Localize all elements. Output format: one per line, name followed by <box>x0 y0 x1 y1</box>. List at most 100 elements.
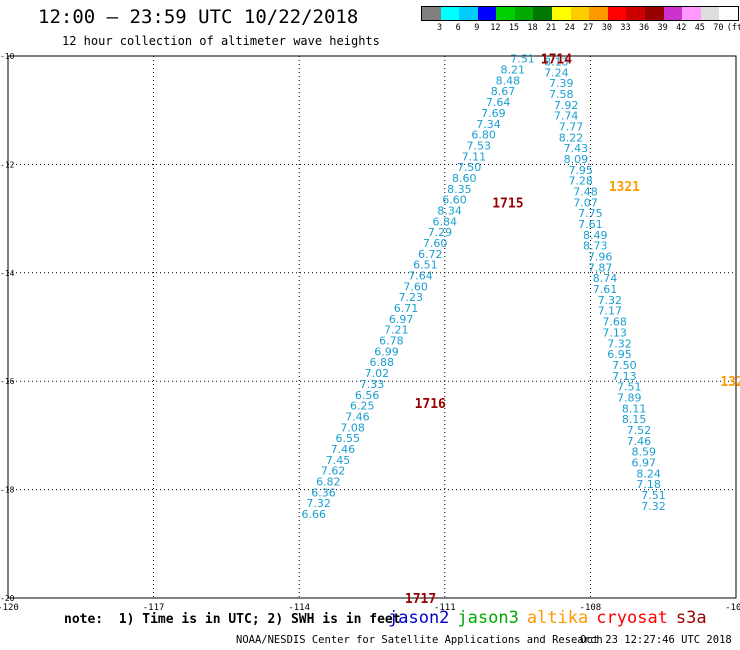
wave-height-value: 7.28 <box>568 175 593 188</box>
pass-number-label: 1714 <box>541 53 572 68</box>
wave-height-value: 7.58 <box>549 88 574 101</box>
wave-height-value: 8.21 <box>500 64 525 77</box>
wave-height-value: 7.64 <box>408 270 433 283</box>
wave-height-value: 6.80 <box>471 129 496 142</box>
wave-height-value: 7.32 <box>306 497 331 510</box>
wave-height-value: 6.60 <box>442 194 467 207</box>
wave-height-value: 7.75 <box>578 207 603 220</box>
wave-height-value: 7.51 <box>617 381 642 394</box>
wave-height-value: 7.62 <box>321 465 346 478</box>
wave-height-value: 7.18 <box>636 478 661 491</box>
legend-label: 39 <box>657 23 668 33</box>
wave-height-value: 8.24 <box>636 467 661 480</box>
x-tick-label: -120 <box>0 603 19 613</box>
legend-swatch <box>700 7 720 20</box>
wave-height-value: 7.11 <box>462 150 487 163</box>
wave-height-value: 7.89 <box>617 391 642 404</box>
wave-height-value: 7.39 <box>549 77 574 90</box>
legend-swatch <box>496 7 515 20</box>
wave-height-value: 6.82 <box>316 475 341 488</box>
wave-height-value: 7.24 <box>544 66 569 79</box>
wave-height-value: 7.95 <box>568 164 593 177</box>
wave-height-value: 6.36 <box>311 486 336 499</box>
wave-height-value: 7.53 <box>467 139 492 152</box>
wave-height-value: 7.96 <box>588 251 613 264</box>
legend-label: 3 <box>437 23 443 33</box>
wave-height-value: 6.55 <box>335 432 360 445</box>
wave-height-value: 7.13 <box>612 370 637 383</box>
x-tick-label: -105 <box>725 603 740 613</box>
satellite-label-jason2: jason2 <box>388 608 450 628</box>
wave-height-value: 6.99 <box>374 345 399 358</box>
legend-swatch <box>514 7 534 20</box>
wave-height-value: 7.17 <box>598 305 623 318</box>
wave-height-value: 7.32 <box>607 337 632 350</box>
wave-height-value: 8.09 <box>564 153 589 166</box>
wave-height-value: 8.13 <box>544 55 569 68</box>
wave-height-value: 7.33 <box>360 378 385 391</box>
legend-color-bar <box>421 6 739 21</box>
wave-height-value: 7.68 <box>602 316 627 329</box>
legend-swatch <box>626 7 645 20</box>
x-tick-label: -114 <box>288 603 310 613</box>
wave-height-value: 7.60 <box>403 280 428 293</box>
legend-label: (ft) <box>726 23 740 33</box>
wave-height-value: 8.34 <box>437 204 462 217</box>
y-tick-label: -18 <box>0 486 15 495</box>
wave-height-value: 7.46 <box>345 410 370 423</box>
satellite-label-altika: altika <box>526 608 589 628</box>
pass-number-label: 1320 <box>720 375 740 390</box>
wave-height-value: 7.46 <box>331 443 356 456</box>
wave-height-value: 7.60 <box>423 237 448 250</box>
y-tick-label: -14 <box>0 269 15 278</box>
legend-swatch <box>533 7 553 20</box>
legend-swatch <box>477 7 497 20</box>
wave-height-value: 7.07 <box>573 196 598 209</box>
wave-height-value: 7.32 <box>641 500 666 513</box>
wave-height-value: 8.59 <box>632 446 657 459</box>
wave-height-value: 7.61 <box>593 283 618 296</box>
x-tick-label: -117 <box>143 603 165 613</box>
wave-height-value: 7.21 <box>384 324 409 337</box>
wave-height-value: 7.29 <box>428 226 453 239</box>
wave-height-value: 7.87 <box>588 261 613 274</box>
satellite-label-cryosat: cryosat <box>596 608 668 628</box>
legend-swatch <box>552 7 571 20</box>
wave-height-value: 8.74 <box>593 272 618 285</box>
wave-height-value: 8.15 <box>622 413 647 426</box>
legend-swatch <box>607 7 627 20</box>
legend-label: 21 <box>545 23 557 33</box>
satellite-label-jason3: jason3 <box>457 608 519 628</box>
wave-height-value: 7.61 <box>578 218 603 231</box>
chart-title: 12:00 – 23:59 UTC 10/22/2018 <box>38 6 359 28</box>
x-tick-label: -108 <box>580 603 602 613</box>
pass-number-label: 1321 <box>609 180 640 195</box>
wave-height-value: 6.25 <box>350 400 375 413</box>
wave-height-value: 8.67 <box>491 85 516 98</box>
legend-label: 9 <box>474 23 480 33</box>
wave-height-value: 7.77 <box>559 120 584 133</box>
wave-height-value: 7.32 <box>598 294 623 307</box>
wave-height-value: 6.97 <box>389 313 414 326</box>
satellite-label-s3a: s3a <box>675 608 707 628</box>
legend-swatch <box>440 7 460 20</box>
y-tick-label: -16 <box>0 377 15 386</box>
wave-height-value: 8.73 <box>583 240 608 253</box>
wave-height-value: 7.34 <box>476 118 501 131</box>
wave-height-value: 8.35 <box>447 183 472 196</box>
y-tick-label: -20 <box>0 594 15 603</box>
wave-height-value: 7.43 <box>564 142 589 155</box>
note-text: note: 1) Time is in UTC; 2) SWH is in fe… <box>64 612 401 627</box>
legend-label: 15 <box>508 23 520 33</box>
wave-height-value: 7.51 <box>641 489 666 502</box>
wave-height-value: 8.22 <box>559 131 584 144</box>
legend-label: 24 <box>564 23 575 33</box>
legend-label: 42 <box>676 23 687 33</box>
wave-height-value: 6.78 <box>379 335 404 348</box>
legend-swatch <box>719 7 738 20</box>
wave-height-value: 6.95 <box>607 348 632 361</box>
satellite-legend: jason2 jason3 altika cryosat s3a <box>388 608 715 628</box>
legend-label: 27 <box>583 23 594 33</box>
